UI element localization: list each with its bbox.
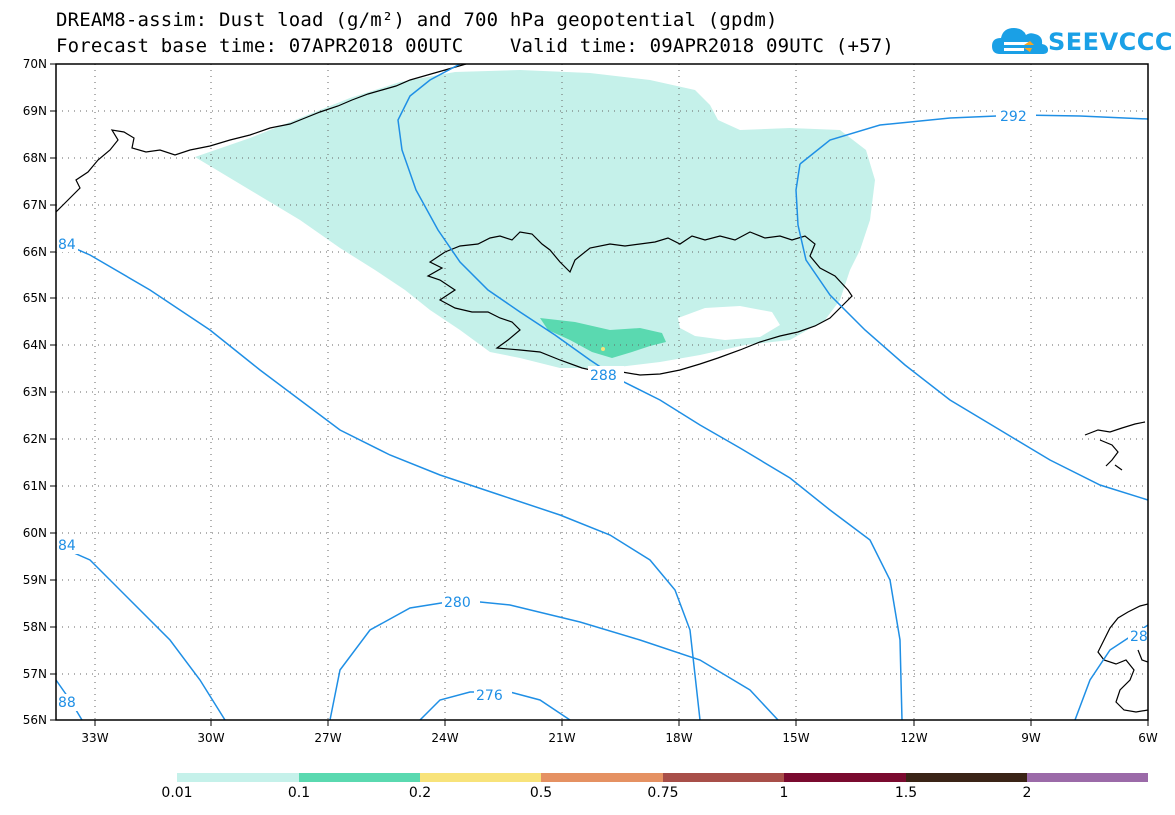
coastlines	[56, 64, 1148, 713]
contour-label: 84	[58, 538, 76, 554]
contour-label: 88	[58, 695, 76, 711]
geopotential-contours	[56, 64, 1148, 720]
legend-label: 1.5	[894, 785, 918, 801]
lat-label: 57N	[23, 667, 47, 681]
lat-label: 70N	[23, 57, 47, 71]
lon-label: 9W	[1021, 731, 1041, 745]
contour-label: 28	[1130, 629, 1148, 645]
legend-swatch	[784, 773, 906, 782]
latitude-labels: 70N 69N 68N 67N 66N 65N 64N 63N 62N 61N …	[23, 57, 47, 727]
seevccc-logo: SEEVCCC	[990, 22, 1173, 62]
legend-label: 0.75	[647, 785, 679, 801]
dust-area-high	[601, 347, 605, 351]
legend-swatch	[420, 773, 541, 782]
legend-swatch	[541, 773, 663, 782]
legend-label: 0.2	[408, 785, 432, 801]
legend-label: 1	[779, 785, 789, 801]
lat-label: 69N	[23, 104, 47, 118]
legend-label: 0.1	[287, 785, 311, 801]
lon-label: 12W	[900, 731, 927, 745]
lon-label: 30W	[197, 731, 224, 745]
contour-label: 280	[444, 595, 471, 611]
contour-labels: 292 84 288 84 280 276 88 28	[56, 107, 1148, 711]
map-title-line-2: Forecast base time: 07APR2018 00UTC Vali…	[56, 35, 895, 57]
legend-label: 0.5	[529, 785, 553, 801]
contour-284-north	[56, 239, 701, 720]
dust-area-medium	[540, 318, 666, 358]
legend-label: 0.01	[161, 785, 193, 801]
contour-292b	[799, 114, 1148, 165]
lon-label: 21W	[548, 731, 575, 745]
legend-swatch	[177, 773, 299, 782]
lat-label: 67N	[23, 198, 47, 212]
lat-label: 63N	[23, 385, 47, 399]
legend-swatch	[1027, 773, 1148, 782]
contour-284-south	[56, 544, 226, 720]
lat-label: 56N	[23, 713, 47, 727]
lat-label: 58N	[23, 620, 47, 634]
lon-label: 33W	[81, 731, 108, 745]
contour-292	[397, 64, 903, 720]
lon-label: 15W	[782, 731, 809, 745]
tick-marks	[50, 63, 1149, 726]
contour-280	[329, 599, 779, 720]
lat-label: 62N	[23, 432, 47, 446]
lon-label: 18W	[665, 731, 692, 745]
scotland-coastline	[1097, 603, 1148, 713]
legend-label: 2	[1022, 785, 1032, 801]
contour-label: 292	[1000, 109, 1027, 125]
lon-label: 24W	[431, 731, 458, 745]
cloud-icon	[992, 28, 1048, 54]
contour-label: 288	[590, 368, 617, 384]
lat-label: 68N	[23, 151, 47, 165]
dust-area-low	[195, 70, 875, 368]
dust-free-patch	[678, 306, 780, 340]
greenland-coastline	[56, 64, 467, 213]
map-plot-area: 292 84 288 84 280 276 88 28	[56, 64, 1148, 720]
lat-label: 64N	[23, 338, 47, 352]
contour-label: 84	[58, 237, 76, 253]
lat-label: 59N	[23, 573, 47, 587]
legend-swatch	[906, 773, 1027, 782]
lat-label: 60N	[23, 526, 47, 540]
faroe-coastline	[1084, 421, 1146, 471]
longitude-labels: 33W 30W 27W 24W 21W 18W 15W 12W 9W 6W	[81, 731, 1157, 745]
legend-swatch	[663, 773, 784, 782]
contour-288-east	[795, 163, 1148, 501]
lat-label: 66N	[23, 245, 47, 259]
contour-label: 276	[476, 688, 503, 704]
lon-label: 6W	[1138, 731, 1158, 745]
lat-label: 61N	[23, 479, 47, 493]
map-grid	[56, 64, 1148, 720]
logo-text: SEEVCCC	[1048, 28, 1173, 56]
lat-label: 65N	[23, 291, 47, 305]
iceland-coastline	[426, 231, 853, 376]
map-title-line-1: DREAM8-assim: Dust load (g/m²) and 700 h…	[56, 9, 778, 31]
lon-label: 27W	[314, 731, 341, 745]
legend-swatch	[299, 773, 420, 782]
